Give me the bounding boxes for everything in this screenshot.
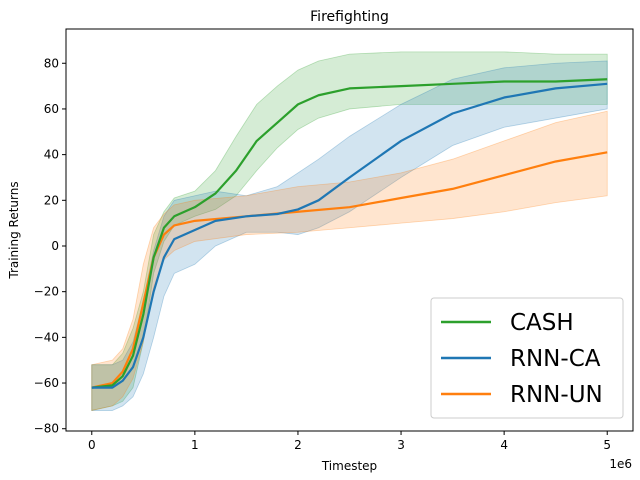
legend-label-rnn-un: RNN-UN <box>510 382 603 408</box>
y-tick-label: 40 <box>44 148 59 162</box>
y-tick-label: −60 <box>34 376 59 390</box>
series-line-rnn-un <box>91 151 608 389</box>
series-line-rnn-ca <box>91 82 608 389</box>
y-tick-label: 0 <box>51 239 59 253</box>
x-tick-label: 3 <box>397 438 405 452</box>
y-tick-label: 60 <box>44 102 59 116</box>
chart-title: Firefighting <box>310 9 389 25</box>
legend-label-cash: CASH <box>510 310 574 336</box>
x-tick-label: 1 <box>191 438 199 452</box>
legend: CASH RNN-CA RNN-UN <box>430 297 624 419</box>
x-tick-label: 4 <box>500 438 508 452</box>
x-axis-ticks: 0 1 2 3 4 5 <box>88 431 611 452</box>
y-tick-label: −80 <box>34 422 59 436</box>
series-line-cash <box>91 78 608 389</box>
y-axis-label: Training Returns <box>7 181 21 279</box>
plot-frame <box>65 28 634 432</box>
x-tick-label: 0 <box>88 438 96 452</box>
band-rnn-ca <box>91 60 608 411</box>
y-axis-ticks: −80 −60 −40 −20 0 20 40 60 80 <box>34 56 66 436</box>
x-axis-offset-label: 1e6 <box>609 457 632 471</box>
series-lines <box>91 78 608 389</box>
x-axis-label: Timestep <box>321 459 377 473</box>
legend-label-rnn-ca: RNN-CA <box>510 346 601 372</box>
legend-box <box>430 297 624 419</box>
y-tick-label: 20 <box>44 193 59 207</box>
y-tick-label: −40 <box>34 330 59 344</box>
y-tick-label: 80 <box>44 56 59 70</box>
x-tick-label: 5 <box>603 438 611 452</box>
x-tick-label: 2 <box>294 438 302 452</box>
y-tick-label: −20 <box>34 285 59 299</box>
